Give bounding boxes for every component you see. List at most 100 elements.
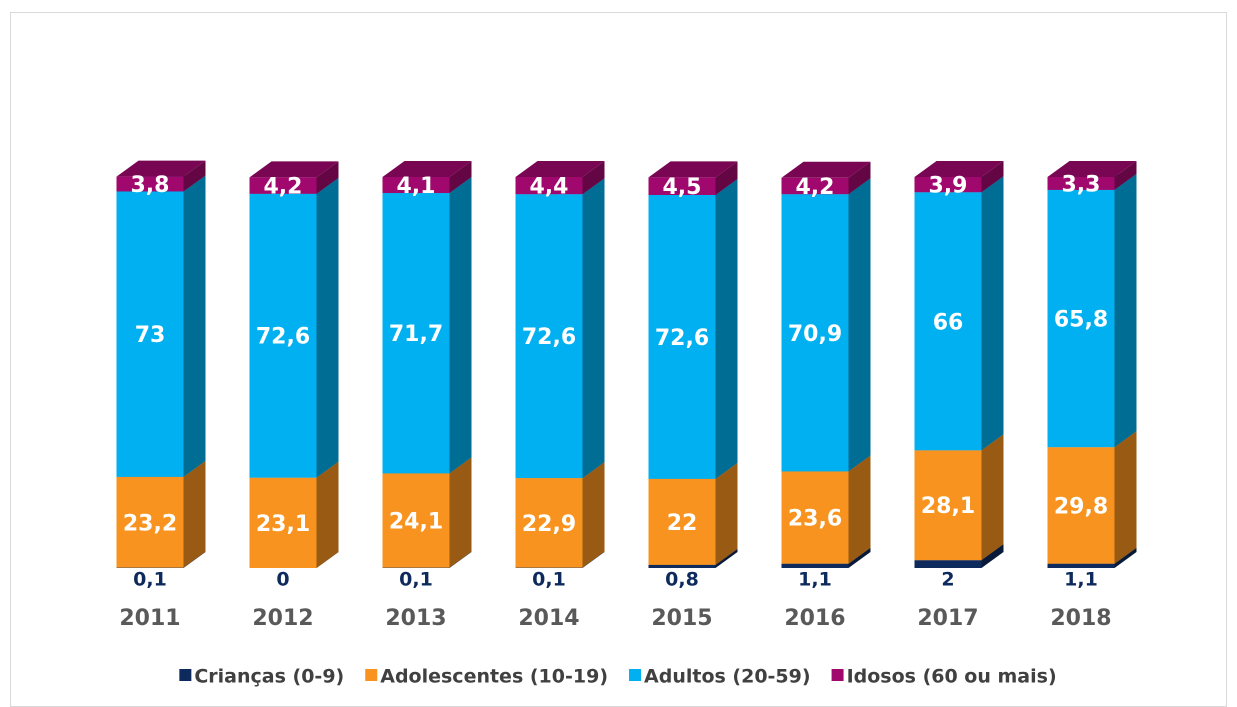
x-tick-label: 2018 [1050, 606, 1111, 631]
data-label: 29,8 [1054, 494, 1108, 519]
bar-segment [1047, 161, 1137, 190]
bar-front [249, 193, 317, 478]
bar-front [515, 194, 583, 479]
x-tick-label: 2014 [518, 606, 579, 631]
bar-segment [515, 161, 605, 195]
legend-label: Crianças (0-9) [194, 666, 344, 688]
data-label: 4,4 [530, 175, 569, 200]
bar-front [382, 177, 450, 194]
x-tick-label: 2015 [651, 606, 712, 631]
bar-top [648, 161, 738, 178]
bar-front [914, 192, 982, 451]
bar-side [449, 551, 472, 568]
bar-side [715, 178, 738, 479]
bar-front [648, 177, 716, 195]
bar-top [382, 161, 472, 177]
bar-side [981, 434, 1004, 561]
data-label: 4,2 [264, 175, 303, 200]
bar-segment [249, 161, 339, 194]
data-label: 72,6 [655, 326, 709, 351]
data-label: 4,1 [397, 174, 436, 199]
data-label: 23,1 [256, 512, 310, 537]
bar-top [914, 161, 1004, 177]
bar-segment [116, 460, 206, 568]
bar-side [848, 161, 871, 195]
bar-front [781, 177, 849, 195]
bar-side [848, 547, 871, 568]
x-tick-label: 2011 [119, 606, 180, 631]
bar-side [582, 178, 605, 479]
data-label: 3,8 [131, 173, 170, 198]
legend-swatch [179, 669, 192, 681]
bar-segment [116, 160, 206, 192]
bar-top [1047, 161, 1137, 177]
bar-segment [648, 178, 738, 479]
bar-side [183, 460, 206, 568]
legend-swatch [831, 669, 844, 681]
bar-front [515, 478, 583, 568]
data-label: 0 [276, 569, 289, 591]
bar-front [648, 564, 716, 568]
bar-front [648, 478, 716, 565]
bar-side [981, 544, 1004, 568]
bar-front [382, 473, 450, 568]
x-tick-label: 2012 [252, 606, 313, 631]
bar-top [249, 161, 339, 178]
bar-side [1114, 161, 1137, 190]
bar-top [515, 161, 605, 177]
bar-segment [781, 178, 871, 472]
data-label: 1,1 [1064, 569, 1098, 591]
bar-side [183, 551, 206, 568]
data-label: 73 [135, 323, 166, 348]
data-label: 3,3 [1062, 172, 1101, 197]
data-label: 0,1 [133, 569, 167, 591]
bar-front [116, 176, 184, 192]
data-label: 65,8 [1054, 308, 1108, 333]
bar-side [316, 161, 339, 194]
bar-side [582, 462, 605, 568]
data-label: 23,6 [788, 507, 842, 532]
bar-front [914, 177, 982, 193]
data-label: 22,9 [522, 512, 576, 537]
bar-front [249, 177, 317, 194]
legend-label: Idosos (60 ou mais) [847, 666, 1057, 688]
bar-side [715, 462, 738, 565]
bar-front [1047, 447, 1115, 564]
bar-front [914, 450, 982, 561]
bar-front [1047, 189, 1115, 448]
data-label: 71,7 [389, 322, 443, 347]
bar-side [449, 161, 472, 194]
bar-front [116, 191, 184, 477]
bar-side [449, 177, 472, 474]
legend-swatch [365, 669, 378, 681]
data-label: 2 [941, 569, 954, 591]
data-label: 24,1 [389, 509, 443, 534]
bar-segment [914, 161, 1004, 193]
bar-front [1047, 177, 1115, 190]
data-label: 1,1 [798, 569, 832, 591]
legend-label: Adultos (20-59) [644, 666, 811, 688]
bar-front [382, 193, 450, 474]
data-label: 4,5 [663, 175, 702, 200]
bar-segment [515, 462, 605, 568]
data-label: 0,1 [399, 569, 433, 591]
data-label: 22 [667, 511, 698, 536]
bar-side [848, 178, 871, 472]
bar-front [1047, 563, 1115, 568]
x-tick-label: 2017 [917, 606, 978, 631]
bar-top [116, 160, 206, 177]
bar-front [515, 177, 583, 195]
bar-side [1114, 173, 1137, 448]
bar-side [1114, 431, 1137, 564]
bar-side [582, 551, 605, 568]
bar-side [316, 177, 339, 478]
bar-front [914, 560, 982, 568]
bar-side [981, 176, 1004, 451]
bar-segment [648, 161, 738, 195]
legend-swatch [629, 669, 642, 681]
data-label: 4,2 [796, 175, 835, 200]
data-label: 23,2 [123, 511, 177, 536]
data-label: 72,6 [522, 325, 576, 350]
bar-front [781, 471, 849, 564]
bar-side [582, 161, 605, 195]
